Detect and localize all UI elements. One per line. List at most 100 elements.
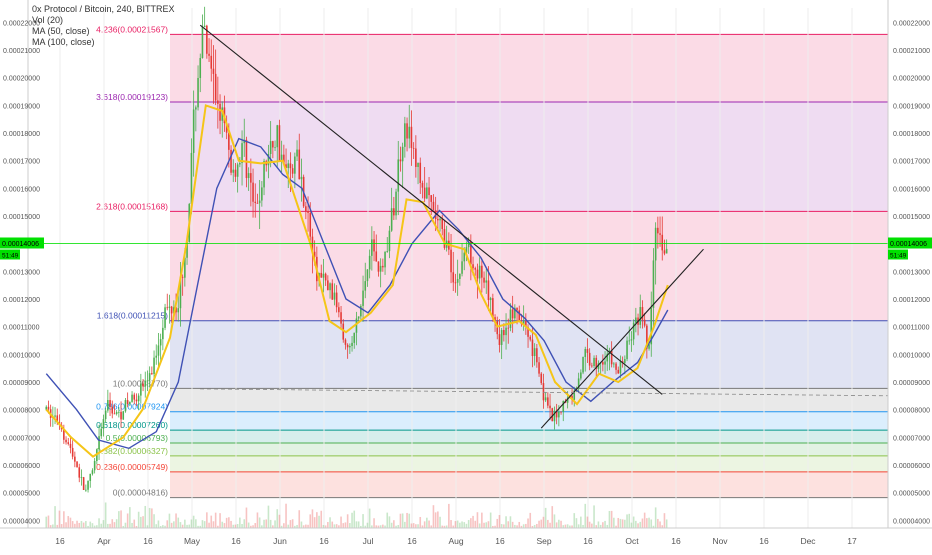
- candle-body: [98, 436, 100, 450]
- candle-body: [256, 202, 259, 204]
- candle-body: [663, 250, 666, 254]
- volume-bar: [98, 518, 100, 528]
- volume-bar: [472, 515, 474, 528]
- candle-body: [274, 147, 276, 149]
- candle-body: [122, 411, 125, 420]
- volume-bar: [201, 520, 204, 528]
- candle-body: [498, 334, 501, 345]
- volume-bar: [628, 513, 631, 528]
- volume-bar: [476, 512, 479, 528]
- candle-body: [276, 125, 279, 148]
- candle-body: [481, 265, 483, 278]
- vol-indicator-label[interactable]: Vol (20): [32, 15, 64, 25]
- candle-body: [219, 103, 221, 121]
- candle-body: [65, 439, 67, 443]
- volume-bar: [87, 525, 89, 528]
- volume-bar: [120, 510, 122, 528]
- volume-bar: [584, 503, 587, 528]
- volume-bar: [217, 525, 219, 528]
- candle-body: [190, 152, 193, 204]
- candle-body: [100, 428, 103, 437]
- volume-bar: [379, 525, 382, 528]
- candle-body: [628, 340, 631, 342]
- candle-body: [71, 447, 74, 457]
- candle-body: [421, 182, 424, 188]
- volume-bar: [366, 522, 369, 528]
- volume-bar: [511, 521, 514, 528]
- candle-body: [452, 272, 455, 283]
- candle-body: [327, 280, 329, 291]
- candle-body: [518, 310, 521, 322]
- y-tick-label-left: 0.00016000: [3, 186, 40, 193]
- candle-body: [494, 317, 496, 322]
- volume-bar: [252, 525, 254, 528]
- volume-bar: [382, 524, 384, 528]
- volume-bar: [463, 522, 466, 528]
- volume-bar: [131, 522, 133, 528]
- volume-bar: [335, 524, 338, 528]
- candle-body: [426, 187, 428, 199]
- volume-bar: [602, 522, 604, 528]
- volume-bar: [390, 522, 393, 528]
- ma50-indicator-label[interactable]: MA (50, close): [32, 26, 90, 36]
- volume-bar: [509, 516, 512, 528]
- volume-bar: [575, 518, 578, 528]
- volume-bar: [503, 524, 505, 528]
- volume-bar: [276, 509, 279, 528]
- candle-body: [124, 400, 127, 412]
- volume-bar: [373, 518, 375, 528]
- candle-body: [217, 100, 219, 104]
- ma50-line: [45, 104, 669, 458]
- fib-zone: [170, 211, 888, 321]
- candle-body: [580, 372, 582, 379]
- volume-bar: [410, 523, 413, 528]
- volume-bar: [448, 503, 450, 528]
- volume-bar: [49, 525, 52, 528]
- volume-bar: [375, 525, 378, 528]
- fib-label: 0.236(0.00005749): [96, 462, 168, 472]
- candle-body: [89, 473, 92, 481]
- candle-body: [221, 107, 224, 121]
- volume-bar: [507, 521, 510, 528]
- candle-body: [311, 236, 314, 252]
- volume-bar: [298, 510, 301, 528]
- candle-body: [107, 400, 109, 411]
- volume-bar: [597, 521, 600, 528]
- ma100-indicator-label[interactable]: MA (100, close): [32, 37, 95, 47]
- volume-bar: [230, 520, 232, 528]
- volume-bar: [540, 519, 543, 528]
- candle-body: [177, 308, 180, 313]
- volume-bar: [63, 511, 65, 528]
- volume-bar: [485, 522, 488, 528]
- candle-body: [258, 200, 261, 204]
- candle-body: [225, 123, 228, 133]
- volume-bar: [135, 525, 138, 528]
- dashed-level-line: [199, 388, 889, 397]
- volume-bar: [437, 511, 439, 528]
- candle-body: [206, 25, 208, 54]
- candle-body: [115, 412, 118, 414]
- volume-bar: [45, 516, 48, 528]
- volume-bar: [467, 520, 470, 528]
- volume-bar: [307, 524, 309, 528]
- candle-body: [478, 265, 481, 279]
- candle-body: [439, 218, 441, 221]
- candle-body: [344, 339, 347, 345]
- candle-body: [643, 319, 646, 326]
- volume-bar: [610, 510, 613, 528]
- volume-bar: [234, 524, 237, 528]
- candle-body: [329, 283, 331, 291]
- fib-zone: [170, 430, 888, 444]
- candle-body: [236, 164, 239, 177]
- fib-label: 1(0.00008770): [113, 378, 168, 388]
- volume-bar: [560, 520, 562, 528]
- candle-body: [241, 143, 243, 163]
- y-tick-label-right: 0.00021000: [893, 48, 930, 55]
- volume-bar: [199, 525, 202, 528]
- candle-body: [509, 309, 512, 328]
- volume-bar: [588, 521, 591, 528]
- volume-bar: [188, 524, 191, 528]
